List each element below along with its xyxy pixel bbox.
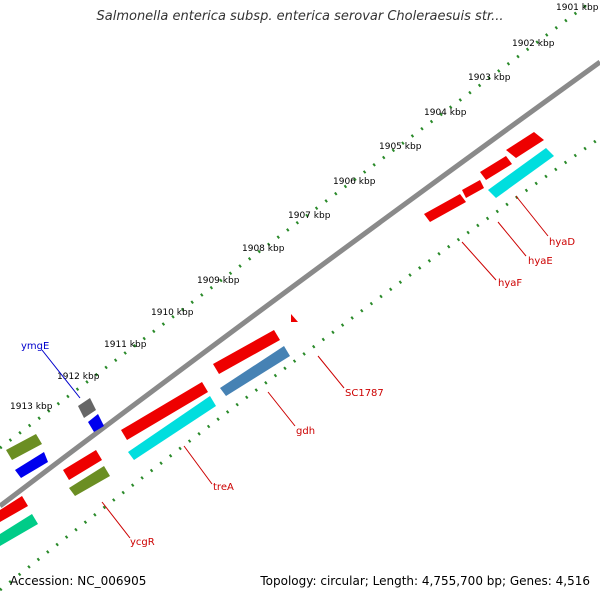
gene-hyaD[interactable] (506, 132, 544, 158)
gene-left-olive[interactable] (6, 434, 42, 460)
gene-label: gdh (296, 426, 315, 437)
gene-label: ymgE (21, 341, 49, 352)
gene-gdh-red[interactable] (213, 330, 280, 374)
gene-ymgE-gray[interactable] (78, 398, 96, 418)
tick-label: 1903 kbp (468, 73, 511, 83)
gene-label: hyaE (528, 256, 553, 267)
gene-ycgR-olive[interactable] (69, 466, 110, 496)
gene-gdh-steel[interactable] (220, 346, 290, 396)
tick-label: 1913 kbp (10, 402, 53, 412)
tick-label: 1911 kbp (104, 340, 147, 350)
gene-treA-cyan[interactable] (128, 396, 216, 460)
gene-hya-cyan[interactable] (488, 148, 554, 198)
gene-ymgE-blue[interactable] (88, 414, 104, 432)
inner-tick-ring (0, 136, 600, 592)
organism-title: Salmonella enterica subsp. enterica sero… (96, 9, 504, 24)
scale-labels: 1901 kbp 1902 kbp 1903 kbp 1904 kbp 1905… (10, 3, 599, 412)
gene-left-red[interactable] (0, 496, 28, 522)
gene-hyaF-b[interactable] (424, 194, 466, 222)
tick-label: 1912 kbp (57, 372, 100, 382)
gene-treA-red[interactable] (121, 382, 208, 440)
gene-label: ycgR (130, 537, 155, 548)
tick-label: 1905 kbp (379, 142, 422, 152)
accession-label: Accession: NC_006905 (10, 574, 147, 588)
gene-labels: hyaD hyaE hyaF SC1787 gdh treA ycgR ymgE (21, 237, 575, 548)
tick-label: 1910 kbp (151, 308, 194, 318)
tick-label: 1904 kbp (424, 108, 467, 118)
gene-left-blue[interactable] (15, 452, 48, 478)
outer-tick-ring (0, 2, 589, 450)
gene-ycgR-red[interactable] (63, 450, 102, 480)
leader-lines (41, 195, 549, 539)
gene-left-teal[interactable] (0, 514, 38, 546)
gene-features (0, 132, 554, 546)
tick-label: 1901 kbp (556, 3, 599, 13)
tick-label: 1908 kbp (242, 244, 285, 254)
gene-label: hyaD (549, 237, 575, 248)
tick-label: 1909 kbp (197, 276, 240, 286)
backbone-line (0, 59, 600, 508)
gene-label: hyaF (498, 278, 522, 289)
gene-SC1787[interactable] (291, 314, 298, 322)
topology-summary: Topology: circular; Length: 4,755,700 bp… (260, 574, 590, 588)
tick-label: 1906 kbp (333, 177, 376, 187)
gene-hyaF-a[interactable] (462, 180, 484, 198)
tick-label: 1902 kbp (512, 39, 555, 49)
gene-label: treA (213, 482, 234, 493)
gene-hyaE[interactable] (480, 156, 512, 180)
gene-label: SC1787 (345, 388, 384, 399)
tick-label: 1907 kbp (288, 211, 331, 221)
